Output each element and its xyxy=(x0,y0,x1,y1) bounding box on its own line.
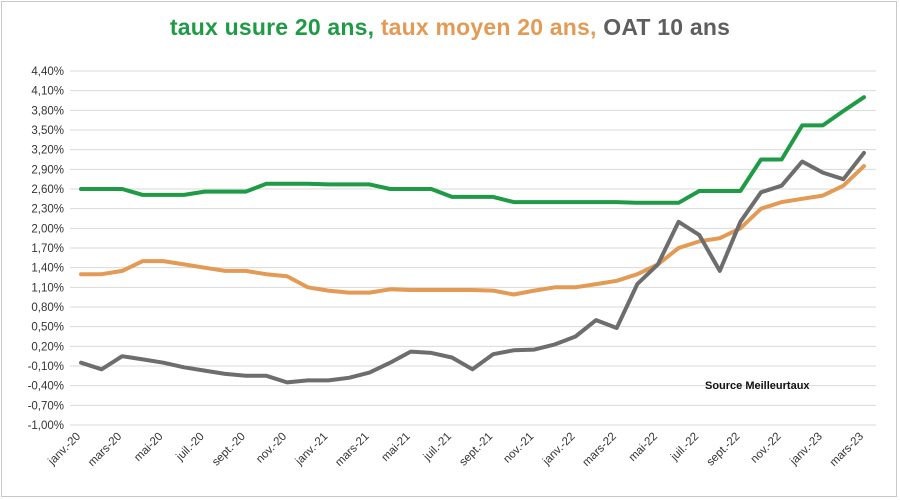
series-line-taux-usure-20-ans xyxy=(79,95,866,205)
y-tick-label: 2,00% xyxy=(31,223,64,235)
x-tick-label: janv.-22 xyxy=(540,431,578,469)
y-tick-label: 0,80% xyxy=(31,302,64,314)
y-tick-label: 2,30% xyxy=(31,204,64,216)
source-label: Source Meilleurtaux xyxy=(705,380,810,392)
y-tick-label: 0,50% xyxy=(31,322,64,334)
x-tick-label: mars-23 xyxy=(828,431,866,469)
x-tick-label: mai-22 xyxy=(627,431,660,464)
y-tick-label: 2,60% xyxy=(31,184,64,196)
y-tick-label: 1,10% xyxy=(31,282,64,294)
title-usure: taux usure 20 ans, xyxy=(169,14,375,40)
x-tick-label: janv.-20 xyxy=(46,431,84,469)
x-tick-label: sept.-22 xyxy=(705,431,743,469)
y-tick-label: -0,70% xyxy=(28,400,64,412)
x-tick-label: mars-21 xyxy=(333,431,371,469)
x-tick-label: sept.-20 xyxy=(210,431,248,469)
x-tick-label: janv.-21 xyxy=(293,431,331,469)
title-oat: OAT 10 ans xyxy=(603,14,731,40)
x-tick-label: juil.-21 xyxy=(421,431,454,464)
y-tick-label: 0,20% xyxy=(31,341,64,353)
y-tick-label: -1,00% xyxy=(28,420,64,432)
x-tick-label: mars-20 xyxy=(86,431,124,469)
x-tick-label: juil.-22 xyxy=(668,431,701,464)
y-tick-label: 3,20% xyxy=(31,145,64,157)
y-tick-label: 3,50% xyxy=(31,125,64,137)
y-tick-label: 4,40% xyxy=(31,66,64,78)
x-tick-label: nov.-21 xyxy=(501,431,536,466)
x-axis-ticks: janv.-20 mars-20 mai-20 juil.-20 sept.-20 nov… xyxy=(46,431,867,469)
x-tick-label: nov.-20 xyxy=(254,431,289,466)
y-tick-label: 2,90% xyxy=(31,164,64,176)
x-tick-label: nov.-22 xyxy=(749,431,784,466)
y-tick-label: 1,70% xyxy=(31,243,64,255)
y-tick-label: 1,40% xyxy=(31,263,64,275)
x-tick-label: mai-21 xyxy=(379,431,412,464)
x-tick-label: sept.-21 xyxy=(457,431,495,469)
grid-lines xyxy=(70,70,876,426)
y-tick-label: 3,80% xyxy=(31,105,64,117)
x-tick-label: mars-22 xyxy=(581,431,619,469)
x-tick-label: janv.-23 xyxy=(787,431,825,469)
y-axis-ticks: -1,00% -0,70% -0,40% -0,10% 0,20% 0,50% 0,80% 1… xyxy=(28,66,64,432)
y-tick-label: -0,10% xyxy=(28,361,64,373)
series-lines xyxy=(79,95,866,385)
series-line-taux-moyen-20-ans xyxy=(79,164,866,297)
title-moyen: taux moyen 20 ans, xyxy=(380,14,597,40)
x-tick-label: mai-20 xyxy=(132,431,165,464)
chart-title: taux usure 20 ans, taux moyen 20 ans, OA… xyxy=(0,14,900,41)
series-line-oat-10-ans xyxy=(79,150,866,385)
y-tick-label: 4,10% xyxy=(31,86,64,98)
y-tick-label: -0,40% xyxy=(28,381,64,393)
x-tick-label: juil.-20 xyxy=(174,431,207,464)
